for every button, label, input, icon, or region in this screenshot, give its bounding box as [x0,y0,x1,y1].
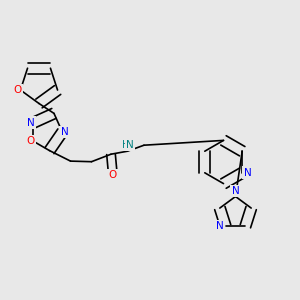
Text: N: N [61,127,69,137]
Text: N: N [232,186,239,196]
Text: O: O [13,85,22,95]
Text: N: N [126,140,134,150]
Text: N: N [216,221,224,231]
Text: N: N [27,118,35,128]
Text: O: O [108,170,117,180]
Text: O: O [26,136,34,146]
Text: H: H [122,140,130,150]
Text: N: N [244,168,251,178]
